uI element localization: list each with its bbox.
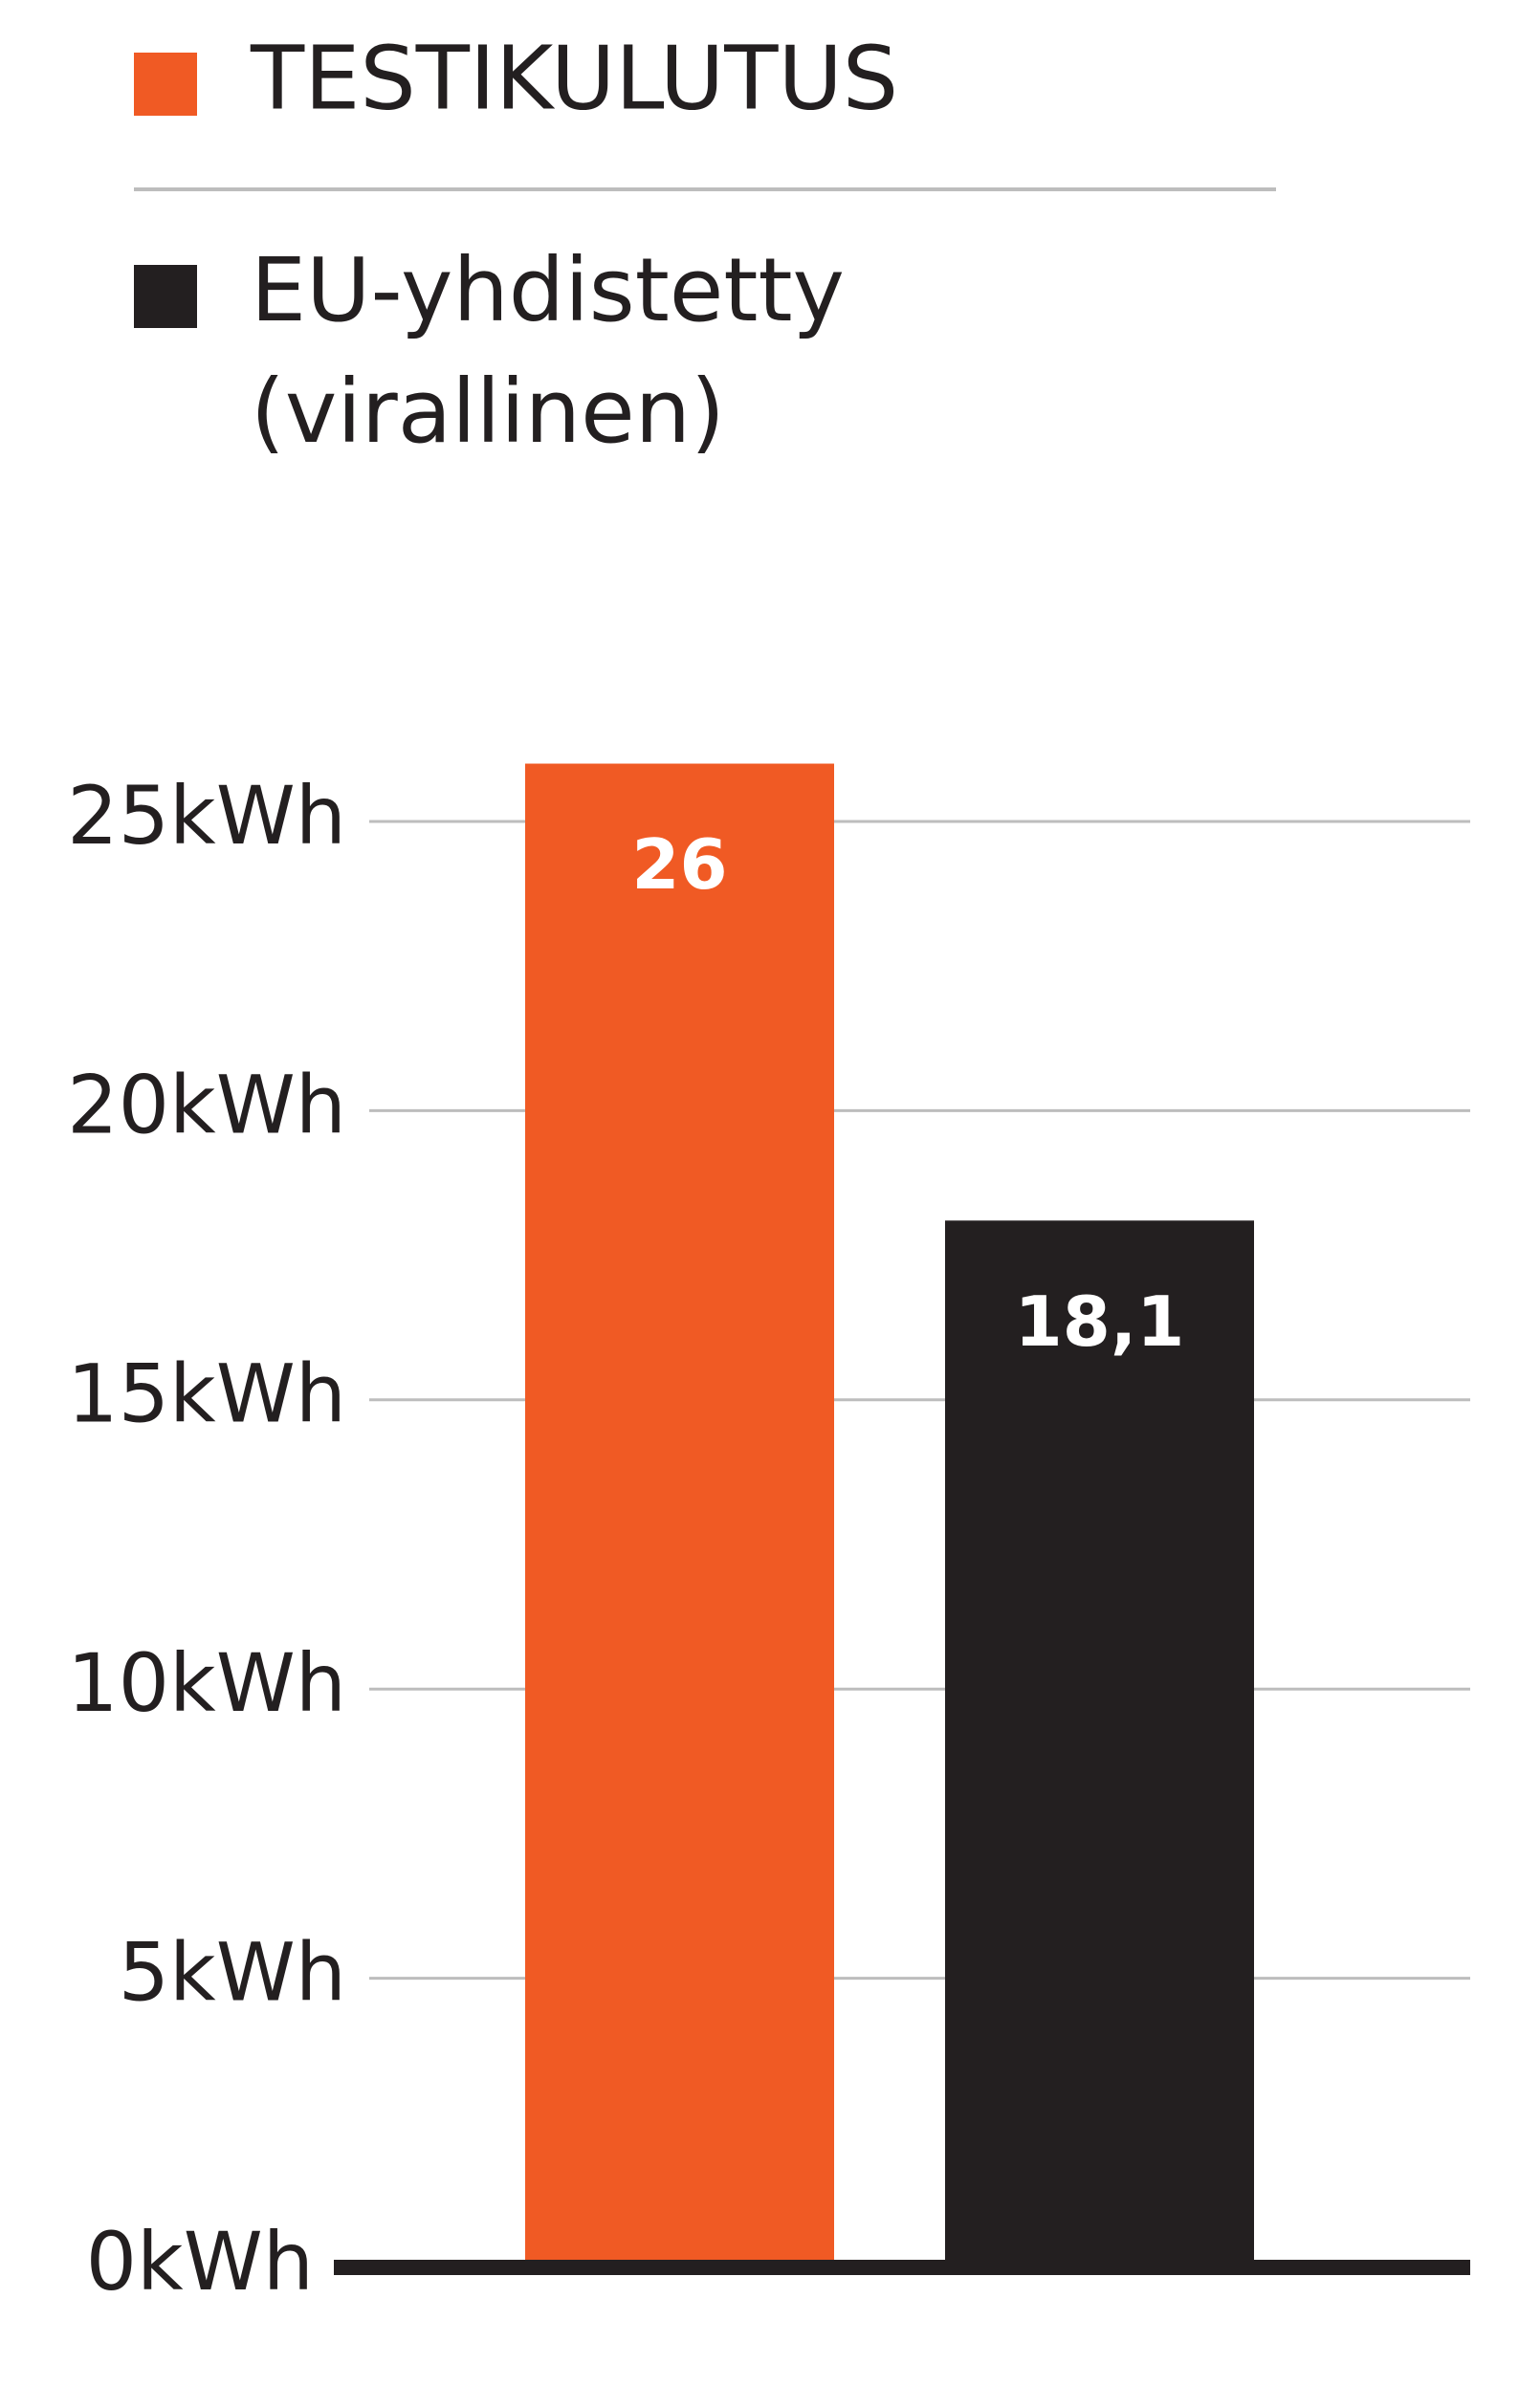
- y-tick-label: 15kWh: [67, 1347, 346, 1441]
- y-tick-label: 10kWh: [67, 1636, 346, 1730]
- legend-label: TESTIKULUTUS: [250, 27, 898, 129]
- legend-swatch: [134, 53, 197, 116]
- y-tick-label: 25kWh: [67, 769, 346, 863]
- value-label: 18,1: [1015, 1281, 1185, 1362]
- y-tick-label: 5kWh: [119, 1926, 346, 2020]
- bar: [945, 1220, 1254, 2267]
- legend-swatch: [134, 265, 197, 328]
- y-tick-label: 20kWh: [67, 1058, 346, 1151]
- value-label: 26: [631, 824, 727, 905]
- bar: [525, 763, 834, 2267]
- y-tick-label: 0kWh: [86, 2215, 314, 2309]
- legend-label: EU-yhdistetty (virallinen): [251, 239, 845, 463]
